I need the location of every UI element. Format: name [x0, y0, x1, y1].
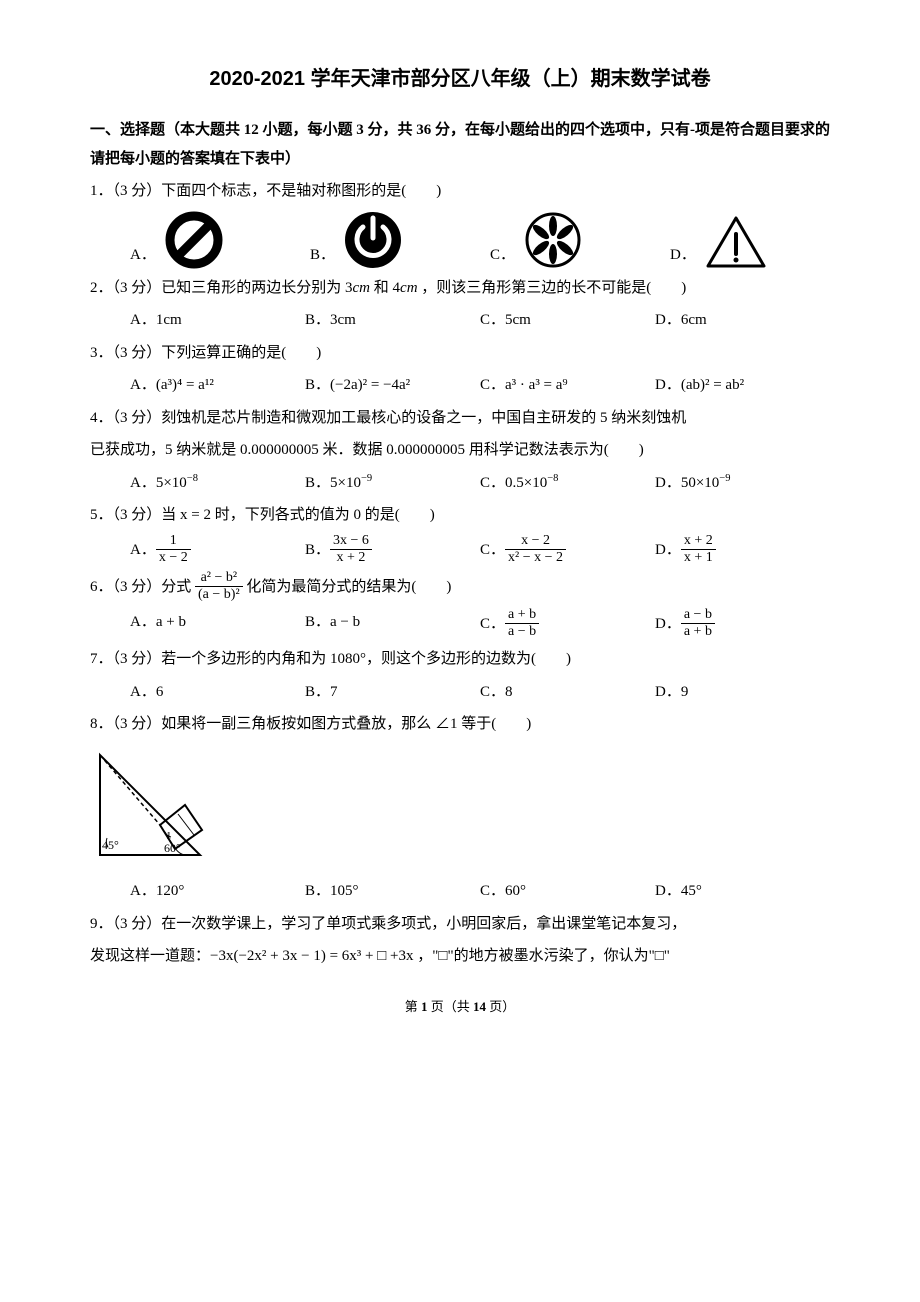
q3-opt-a: A．(a³)⁴ = a¹² [130, 371, 305, 400]
num: a² − b² [195, 570, 243, 587]
text: C．0.5×10 [480, 475, 547, 491]
q2-stem: 2．（3 分）已知三角形的两边长分别为 3cm 和 4cm ，则该三角形第三边的… [90, 274, 830, 303]
text: 第 [405, 999, 421, 1014]
q6-opt-c: C．a + ba − b [480, 608, 655, 641]
q7-stem: 7．（3 分）若一个多边形的内角和为 1080°，则这个多边形的边数为( ) [90, 645, 830, 674]
q6-options: A．a + b B．a − b C．a + ba − b D．a − ba + … [130, 608, 830, 641]
q3-opt-d: D．(ab)² = ab² [655, 371, 830, 400]
den: x + 1 [681, 550, 716, 566]
den: x − 2 [156, 550, 191, 566]
num: a + b [505, 607, 539, 624]
q1-opt-b: B． [310, 210, 470, 270]
text: 页（共 [427, 999, 473, 1014]
q1-opt-d: D． [670, 214, 830, 270]
q8-figure: 45° 60° 1 [90, 745, 830, 876]
text: D．50×10 [655, 475, 719, 491]
opt-label: A． [130, 241, 156, 270]
q5-opt-b: B．3x − 6x + 2 [305, 534, 480, 567]
q6-opt-a: A．a + b [130, 608, 305, 641]
q8-options: A．120° B．105° C．60° D．45° [130, 877, 830, 906]
num: 1 [156, 533, 191, 550]
q2-opt-c: C．5cm [480, 306, 655, 335]
q4-stem-2: 已获成功，5 纳米就是 0.000000005 米．数据 0.000000005… [90, 436, 830, 465]
opt-label: C． [490, 241, 515, 270]
q3-opt-c: C．a³ · a³ = a⁹ [480, 371, 655, 400]
page-total: 14 [473, 999, 486, 1014]
page-footer: 第 1 页（共 14 页） [90, 995, 830, 1020]
unit: cm [353, 280, 371, 296]
num: a − b [681, 607, 715, 624]
q5-options: A．1x − 2 B．3x − 6x + 2 C．x − 2x² − x − 2… [130, 534, 830, 567]
page-title: 2020-2021 学年天津市部分区八年级（上）期末数学试卷 [90, 60, 830, 98]
q7-opt-a: A．6 [130, 678, 305, 707]
den: x + 2 [330, 550, 372, 566]
q8-stem: 8．（3 分）如果将一副三角板按如图方式叠放，那么 ∠1 等于( ) [90, 710, 830, 739]
power-icon [343, 210, 403, 270]
exp: −9 [719, 473, 730, 484]
q7-opt-d: D．9 [655, 678, 830, 707]
q4-opt-a: A．5×10−8 [130, 469, 305, 498]
q8-opt-a: A．120° [130, 877, 305, 906]
q6-stem: 6．（3 分）分式 a² − b²(a − b)² 化简为最简分式的结果为( ) [90, 571, 830, 604]
triangle-figure: 45° 60° 1 [90, 745, 220, 865]
q2-opt-a: A．1cm [130, 306, 305, 335]
q6-opt-d: D．a − ba + b [655, 608, 830, 641]
den: a − b [505, 624, 539, 640]
q7-options: A．6 B．7 C．8 D．9 [130, 678, 830, 707]
q5-stem: 5．（3 分）当 x = 2 时，下列各式的值为 0 的是( ) [90, 501, 830, 530]
opt-label: B． [310, 241, 335, 270]
q8-opt-b: B．105° [305, 877, 480, 906]
text: 化简为最简分式的结果为( ) [243, 579, 452, 595]
q3-options: A．(a³)⁴ = a¹² B．(−2a)² = −4a² C．a³ · a³ … [130, 371, 830, 400]
q5-opt-c: C．x − 2x² − x − 2 [480, 534, 655, 567]
text: A．5×10 [130, 475, 187, 491]
warning-icon [704, 214, 768, 270]
num: 3x − 6 [330, 533, 372, 550]
q4-options: A．5×10−8 B．5×10−9 C．0.5×10−8 D．50×10−9 [130, 469, 830, 498]
prohibition-icon [164, 210, 224, 270]
q3-stem: 3．（3 分）下列运算正确的是( ) [90, 339, 830, 368]
q2-opt-b: B．3cm [305, 306, 480, 335]
q8-opt-d: D．45° [655, 877, 830, 906]
exp: −9 [361, 473, 372, 484]
den: x² − x − 2 [505, 550, 566, 566]
q7-opt-c: C．8 [480, 678, 655, 707]
section-heading: 一、选择题（本大题共 12 小题，每小题 3 分，共 36 分，在每小题给出的四… [90, 116, 830, 173]
q1-opt-a: A． [130, 210, 290, 270]
leaf-icon [523, 210, 583, 270]
q4-stem-1: 4．（3 分）刻蚀机是芯片制造和微观加工最核心的设备之一，中国自主研发的 5 纳… [90, 404, 830, 433]
q1-options: A． B． C． D． [130, 210, 830, 270]
q9-stem-1: 9．（3 分）在一次数学课上，学习了单项式乘多项式，小明回家后，拿出课堂笔记本复… [90, 910, 830, 939]
num: x − 2 [505, 533, 566, 550]
q8-opt-c: C．60° [480, 877, 655, 906]
den: (a − b)² [195, 587, 243, 603]
q7-opt-b: B．7 [305, 678, 480, 707]
opt-label: D． [670, 241, 696, 270]
text: 2．（3 分）已知三角形的两边长分别为 3 [90, 280, 353, 296]
q9-stem-2: 发现这样一道题：−3x(−2x² + 3x − 1) = 6x³ + □ +3x… [90, 942, 830, 971]
q3-opt-b: B．(−2a)² = −4a² [305, 371, 480, 400]
angle-45: 45° [102, 838, 119, 852]
angle-60: 60° [164, 841, 181, 855]
text: B．5×10 [305, 475, 361, 491]
q4-opt-c: C．0.5×10−8 [480, 469, 655, 498]
text: 6．（3 分）分式 [90, 579, 195, 595]
text: 页） [486, 999, 515, 1014]
q2-options: A．1cm B．3cm C．5cm D．6cm [130, 306, 830, 335]
text: ，则该三角形第三边的长不可能是( ) [418, 280, 687, 296]
exp: −8 [547, 473, 558, 484]
text: 和 4 [370, 280, 400, 296]
q1-opt-c: C． [490, 210, 650, 270]
q2-opt-d: D．6cm [655, 306, 830, 335]
q5-opt-d: D．x + 2x + 1 [655, 534, 830, 567]
den: a + b [681, 624, 715, 640]
exp: −8 [187, 473, 198, 484]
q4-opt-d: D．50×10−9 [655, 469, 830, 498]
q1-stem: 1．（3 分）下面四个标志，不是轴对称图形的是( ) [90, 177, 830, 206]
q5-opt-a: A．1x − 2 [130, 534, 305, 567]
num: x + 2 [681, 533, 716, 550]
q4-opt-b: B．5×10−9 [305, 469, 480, 498]
q6-opt-b: B．a − b [305, 608, 480, 641]
unit: cm [400, 280, 418, 296]
